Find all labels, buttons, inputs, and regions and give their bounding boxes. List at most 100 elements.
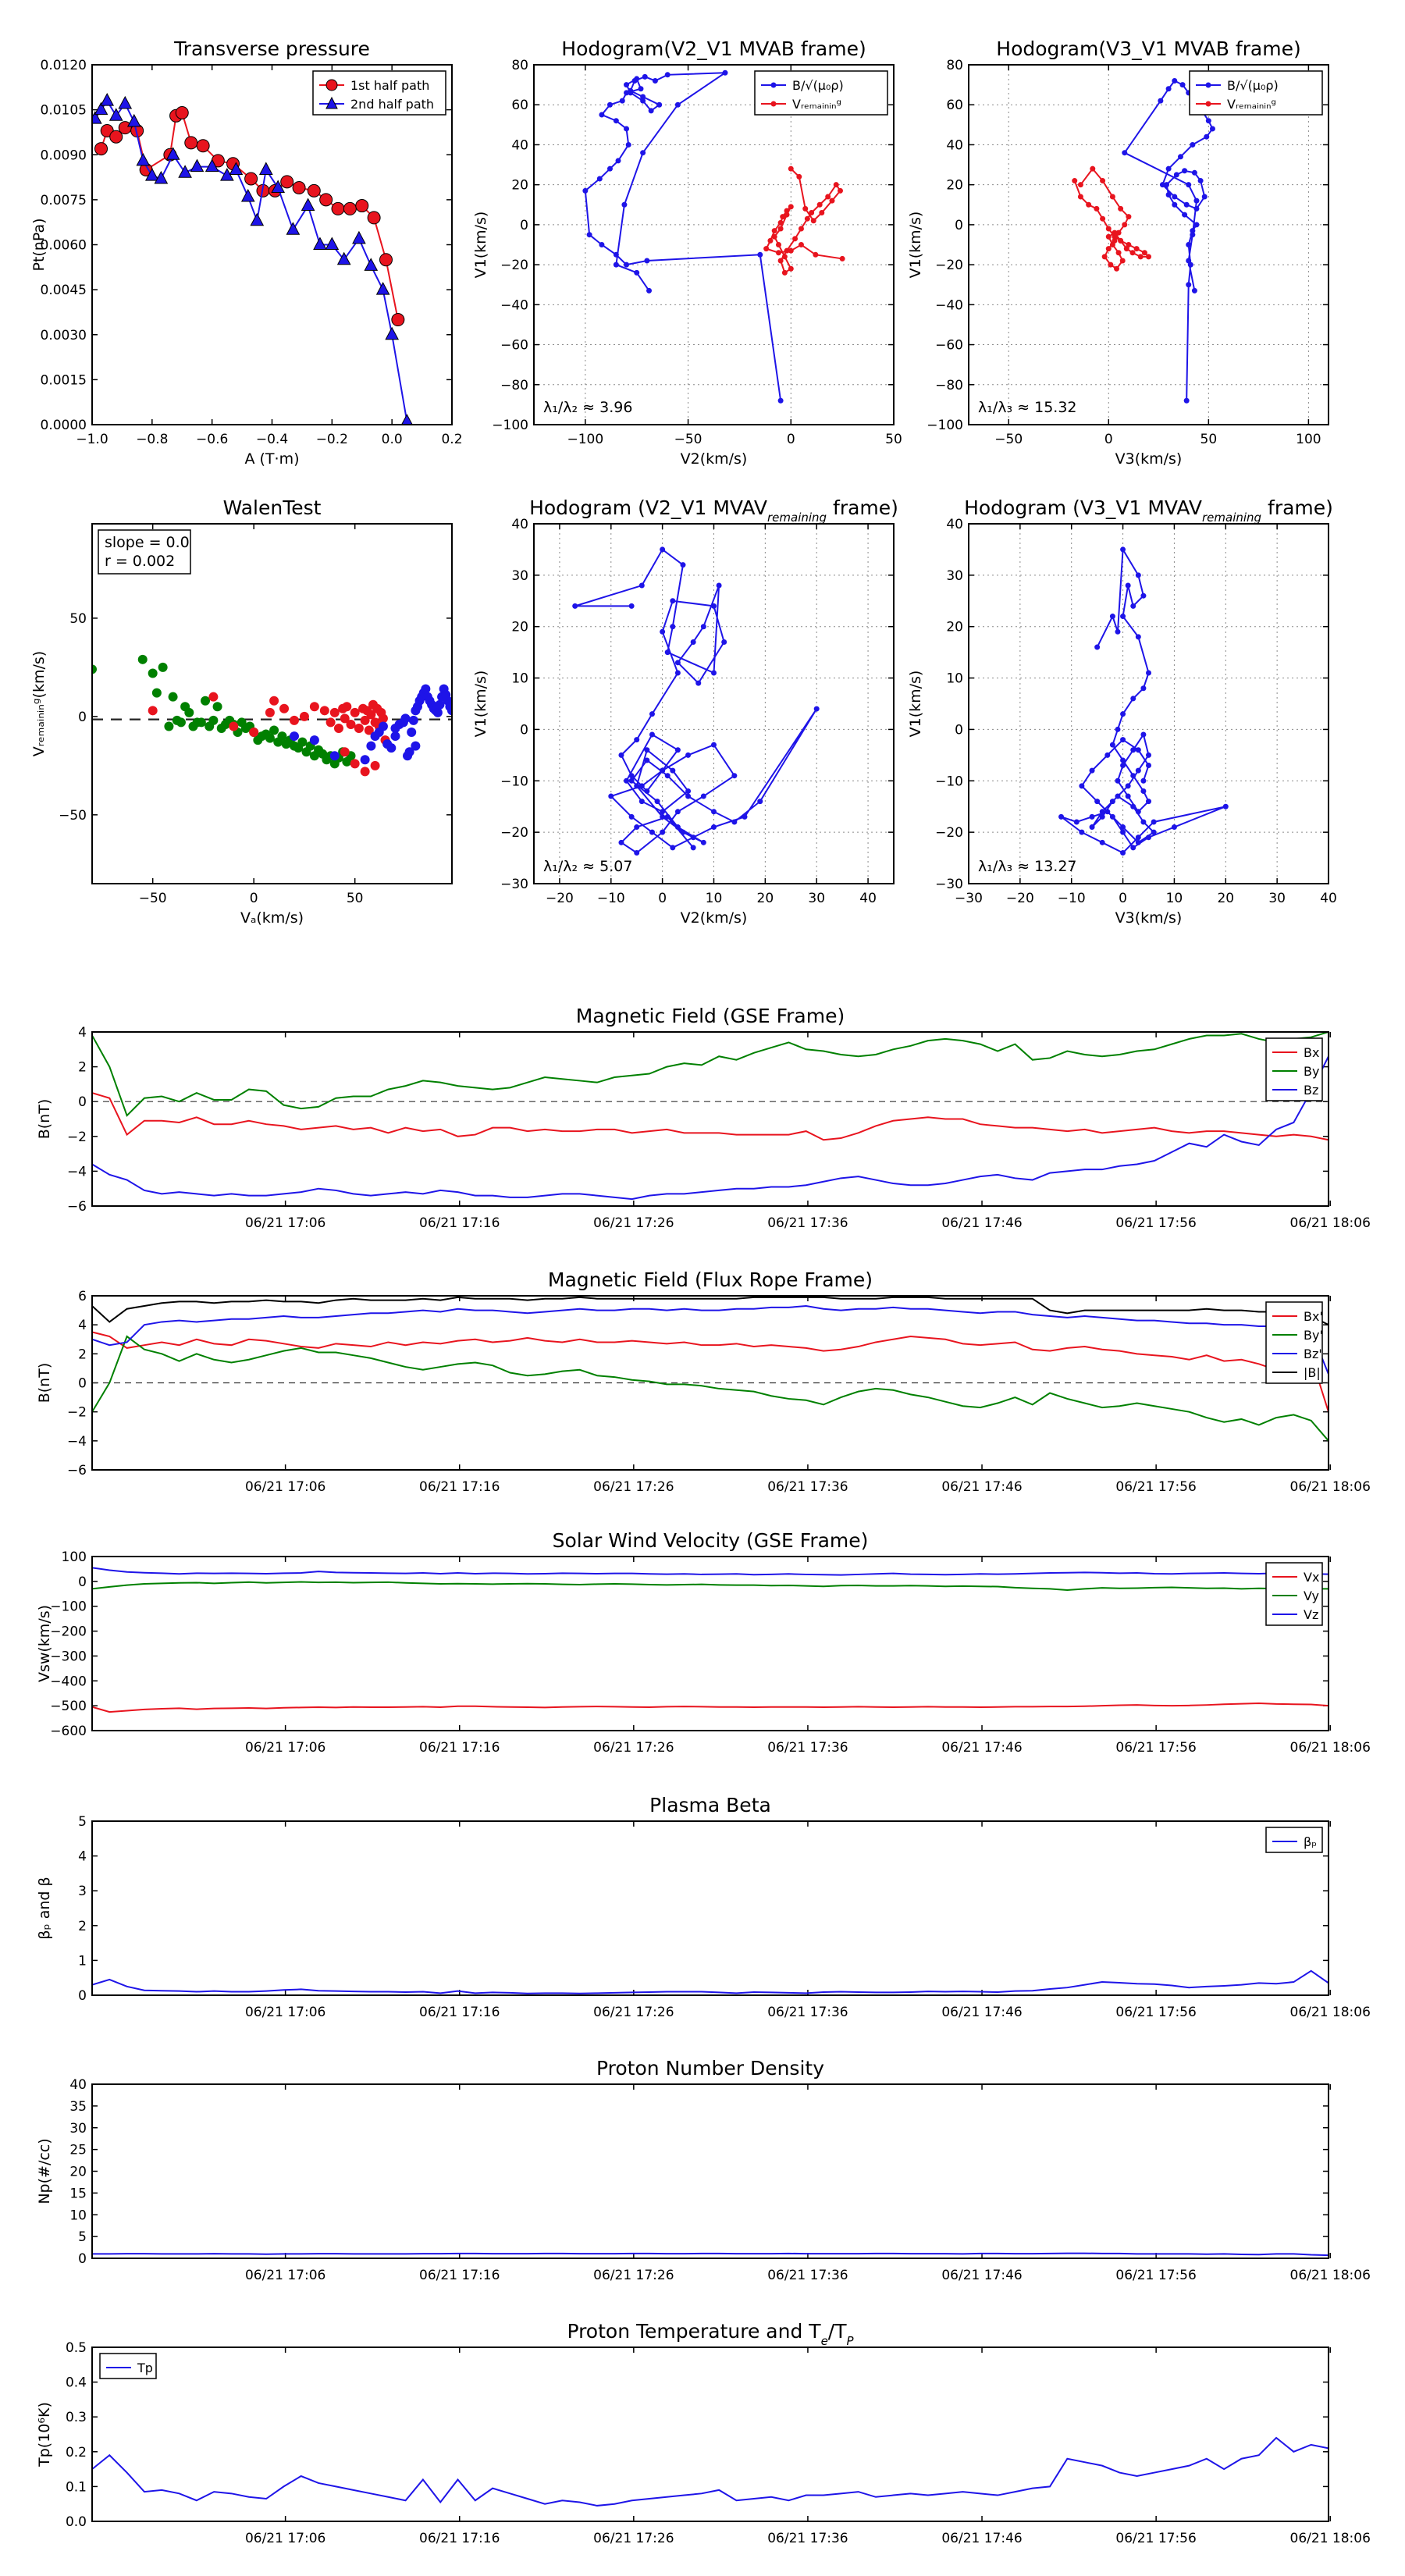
- data-point: [670, 624, 676, 630]
- chart-proton-temperature: Proton Temperature and Te/TP 0.0 0.1 0.2 0.3…: [36, 2320, 1371, 2546]
- chart-solar-wind-velocity: Solar Wind Velocity (GSE Frame) −600 −500 −…: [36, 1529, 1371, 1756]
- y-tick-label: 100: [62, 1550, 87, 1565]
- data-point: [634, 849, 640, 856]
- data-point: [624, 82, 630, 88]
- data-point: [1140, 592, 1147, 599]
- legend-label: Vy: [1304, 1589, 1319, 1603]
- data-point: [154, 170, 169, 184]
- y-tick-label: 0: [78, 1988, 87, 2004]
- data-point: [360, 755, 370, 765]
- data-point: [280, 175, 294, 189]
- x-tick-label: 0.2: [441, 432, 462, 447]
- data-point: [1126, 242, 1132, 247]
- data-point: [265, 733, 275, 743]
- y-tick-label: −40: [935, 297, 963, 313]
- chart-title: Proton Temperature and Te/TP: [567, 2320, 854, 2348]
- plot-area: [92, 2436, 1329, 2507]
- plot-area: [92, 1969, 1329, 1994]
- x-tick-label: −50: [139, 891, 167, 906]
- y-tick-label: 50: [69, 611, 87, 627]
- data-point: [685, 752, 692, 758]
- series-line: [92, 1331, 1329, 1412]
- x-tick-label: 06/21 17:46: [941, 1740, 1022, 1756]
- data-point: [628, 777, 635, 784]
- x-tick-label: 06/21 17:56: [1115, 1740, 1196, 1756]
- legend-label: Vz: [1304, 1607, 1318, 1622]
- y-tick-label: 0.1: [66, 2479, 87, 2495]
- data-point: [813, 706, 820, 712]
- data-point: [400, 414, 413, 425]
- data-point: [775, 242, 781, 247]
- x-tick-label: 06/21 17:06: [245, 1215, 325, 1231]
- data-point: [432, 707, 443, 717]
- chart-title-main: Proton Number Density: [596, 2057, 824, 2080]
- x-tick-label: 0: [1119, 891, 1127, 906]
- y-tick-label: −2: [67, 1405, 87, 1421]
- data-point: [196, 139, 210, 153]
- y-axis-label: βₚ and β: [36, 1877, 53, 1939]
- data-point: [108, 108, 123, 121]
- series-line: [92, 1969, 1329, 1994]
- data-point: [781, 269, 788, 276]
- chart-transverse-pressure: Transverse pressure 0.0000 0.0015 0.0030 0.0…: [30, 37, 463, 468]
- data-point: [816, 201, 823, 208]
- data-point: [212, 702, 222, 712]
- x-tick-label: 06/21 17:36: [767, 2005, 848, 2020]
- y-tick-label: 0.0120: [41, 58, 87, 73]
- data-point: [1089, 824, 1095, 831]
- legend-marker: [770, 82, 777, 88]
- data-point: [1186, 182, 1192, 188]
- legend: 1st half path 2nd half path: [312, 70, 446, 116]
- data-point: [1079, 829, 1085, 835]
- chart-hodogram-v3-v1-mvab: Hodogram(V3_V1 MVAB frame) −100 −80 −60 −40 −…: [907, 37, 1329, 468]
- x-tick-label: 06/21 17:16: [419, 2005, 500, 2020]
- data-point: [624, 262, 630, 268]
- y-tick-label: 10: [946, 671, 963, 687]
- data-point: [148, 706, 158, 716]
- annotation-text: slope = 0.0: [105, 534, 190, 551]
- data-point: [1109, 242, 1115, 247]
- eigen-ratio-annotation: λ₁/λ₂ ≈ 3.96: [543, 399, 632, 416]
- data-point: [722, 69, 728, 76]
- data-point: [634, 783, 640, 789]
- x-tick-label: 40: [1320, 891, 1337, 906]
- y-tick-label: 0: [78, 1094, 87, 1110]
- data-point: [1193, 205, 1200, 212]
- data-point: [447, 706, 452, 716]
- data-point: [771, 233, 777, 240]
- data-point: [355, 199, 369, 213]
- data-point: [711, 824, 717, 831]
- data-point: [680, 829, 686, 835]
- y-tick-label: 0: [520, 722, 528, 738]
- data-point: [366, 710, 376, 720]
- data-point: [249, 728, 259, 738]
- legend-label: By': [1304, 1328, 1323, 1343]
- data-point: [279, 703, 290, 713]
- chart-title-main: Hodogram (V2_V1 MVAV: [529, 496, 767, 519]
- legend-label: By: [1304, 1064, 1319, 1079]
- data-point: [1105, 246, 1112, 252]
- data-point: [346, 719, 356, 729]
- data-point: [1137, 254, 1144, 260]
- data-point: [596, 176, 603, 182]
- x-axis-label: Vₐ(km/s): [240, 909, 304, 927]
- data-point: [340, 713, 350, 724]
- plot-area: [92, 93, 413, 425]
- x-tick-label: 06/21 17:56: [1115, 1215, 1196, 1231]
- data-point: [208, 692, 219, 702]
- data-point: [435, 699, 445, 710]
- data-point: [670, 767, 676, 774]
- y-tick-label: 40: [511, 517, 528, 532]
- y-tick-label: 0: [955, 722, 963, 738]
- data-point: [1109, 742, 1115, 748]
- data-point: [1193, 197, 1200, 204]
- y-axis-label: V1(km/s): [907, 671, 924, 738]
- x-tick-label: 30: [1268, 891, 1286, 906]
- data-point: [777, 226, 784, 232]
- data-point: [313, 237, 327, 250]
- y-axis-label: V1(km/s): [472, 212, 489, 279]
- series-line: [1123, 80, 1214, 401]
- data-point: [1183, 397, 1190, 404]
- y-tick-label: 0.0015: [41, 372, 87, 388]
- y-tick-label: −20: [500, 258, 528, 273]
